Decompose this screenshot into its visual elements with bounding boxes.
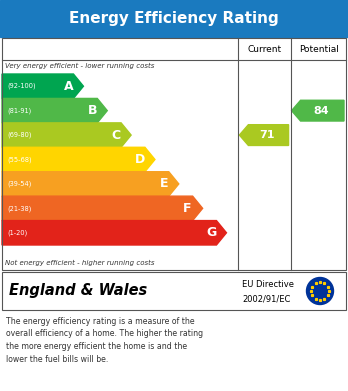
Text: (69-80): (69-80) xyxy=(7,132,32,138)
Text: Very energy efficient - lower running costs: Very energy efficient - lower running co… xyxy=(5,63,155,69)
Text: C: C xyxy=(112,129,121,142)
Text: A: A xyxy=(64,80,73,93)
Polygon shape xyxy=(2,221,227,245)
Polygon shape xyxy=(2,147,155,172)
Text: F: F xyxy=(183,202,192,215)
Polygon shape xyxy=(2,196,203,221)
Polygon shape xyxy=(2,99,107,123)
Text: Current: Current xyxy=(247,45,282,54)
Polygon shape xyxy=(239,125,288,145)
Polygon shape xyxy=(2,172,179,196)
Text: Potential: Potential xyxy=(299,45,339,54)
Text: D: D xyxy=(135,153,145,166)
Bar xyxy=(2,272,346,310)
Text: England & Wales: England & Wales xyxy=(9,283,147,298)
Text: The energy efficiency rating is a measure of the
overall efficiency of a home. T: The energy efficiency rating is a measur… xyxy=(6,317,203,364)
Polygon shape xyxy=(2,123,131,147)
Bar xyxy=(0,271,348,311)
Text: Not energy efficient - higher running costs: Not energy efficient - higher running co… xyxy=(5,260,155,266)
Bar xyxy=(0,311,348,391)
Text: Energy Efficiency Rating: Energy Efficiency Rating xyxy=(69,11,279,26)
Text: (92-100): (92-100) xyxy=(7,83,35,90)
Text: (81-91): (81-91) xyxy=(7,108,31,114)
Text: E: E xyxy=(159,178,168,190)
Bar xyxy=(0,37,348,271)
Text: 2002/91/EC: 2002/91/EC xyxy=(242,294,290,303)
Text: G: G xyxy=(206,226,216,239)
Text: (55-68): (55-68) xyxy=(7,156,32,163)
Text: 71: 71 xyxy=(259,130,275,140)
Circle shape xyxy=(307,278,333,305)
Bar xyxy=(0,0,348,37)
Text: (1-20): (1-20) xyxy=(7,230,27,236)
Text: (21-38): (21-38) xyxy=(7,205,31,212)
Polygon shape xyxy=(292,100,344,121)
Polygon shape xyxy=(2,74,84,99)
Text: (39-54): (39-54) xyxy=(7,181,31,187)
Text: 84: 84 xyxy=(313,106,329,116)
Text: B: B xyxy=(87,104,97,117)
Text: EU Directive: EU Directive xyxy=(242,280,294,289)
Bar xyxy=(2,38,346,270)
